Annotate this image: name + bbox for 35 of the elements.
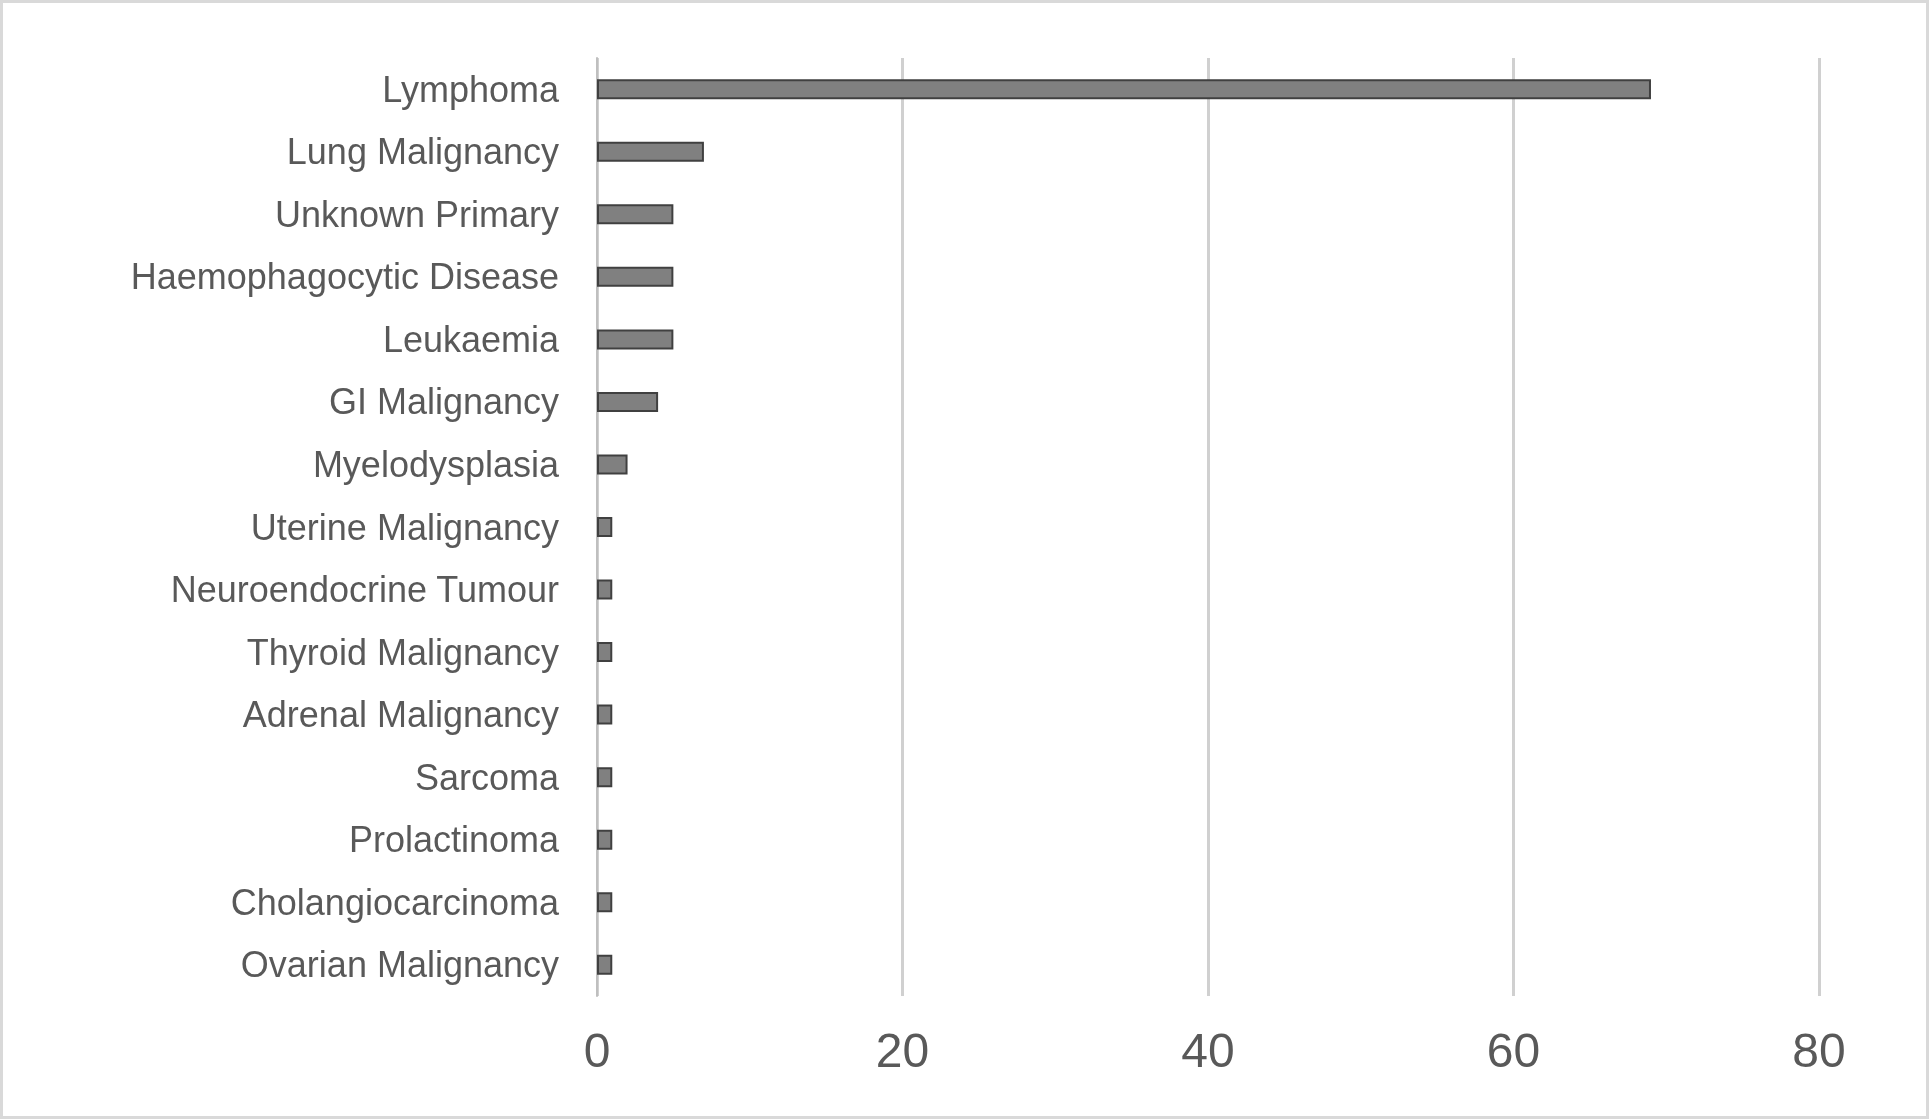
- x-tick-label: 20: [875, 1023, 930, 1077]
- y-tick-label: Ovarian Malignancy: [240, 944, 559, 986]
- bar: [597, 266, 674, 287]
- y-tick-label: Adrenal Malignancy: [242, 694, 559, 736]
- bar: [597, 79, 1651, 100]
- y-tick-label: GI Malignancy: [328, 381, 559, 423]
- bar: [597, 704, 613, 725]
- y-tick-label: Thyroid Malignancy: [246, 631, 559, 673]
- bar: [597, 141, 704, 162]
- bar: [597, 454, 628, 475]
- x-tick-label: 0: [583, 1023, 611, 1077]
- bar: [597, 829, 613, 850]
- y-tick-label: Unknown Primary: [274, 193, 559, 235]
- y-tick-label: Haemophagocytic Disease: [130, 256, 559, 298]
- y-tick-label: Uterine Malignancy: [250, 506, 559, 548]
- bar: [597, 892, 613, 913]
- bar: [597, 767, 613, 788]
- y-tick-label: Lung Malignancy: [286, 131, 559, 173]
- bar: [597, 329, 674, 350]
- bar: [597, 642, 613, 663]
- bar: [597, 516, 613, 538]
- bar: [597, 579, 613, 600]
- x-tick-label: 80: [1792, 1023, 1846, 1077]
- y-tick-label: Cholangiocarcinoma: [230, 881, 560, 923]
- bar: [597, 954, 613, 975]
- y-tick-label: Lymphoma: [382, 68, 560, 110]
- y-tick-label: Myelodysplasia: [312, 443, 560, 485]
- y-tick-label: Sarcoma: [414, 756, 560, 798]
- y-tick-label: Neuroendocrine Tumour: [170, 569, 560, 611]
- y-tick-label: Leukaemia: [382, 318, 560, 360]
- bar: [597, 204, 674, 225]
- x-tick-label: 60: [1486, 1023, 1541, 1077]
- bar: [597, 391, 659, 412]
- x-tick-label: 40: [1181, 1023, 1235, 1077]
- y-tick-label: Prolactinoma: [348, 819, 560, 861]
